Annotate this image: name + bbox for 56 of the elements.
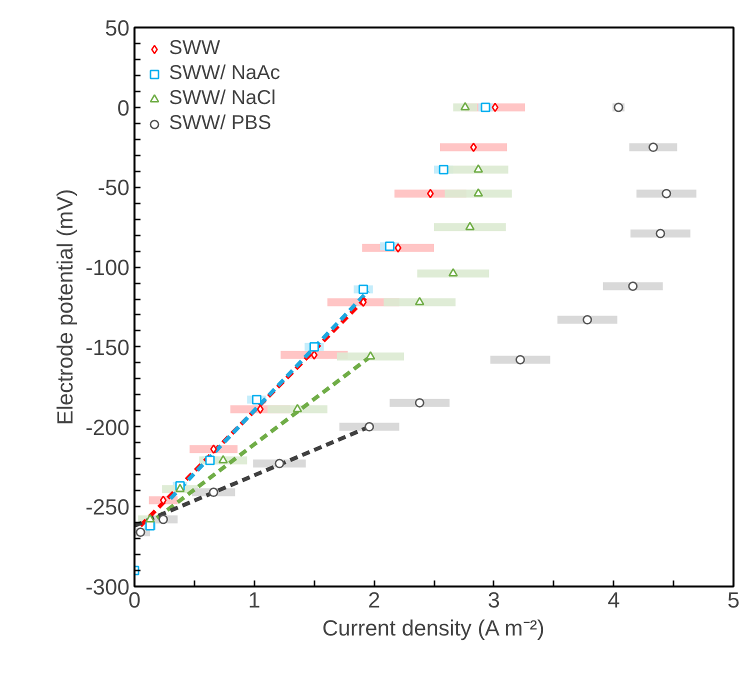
point (582, 315, 592, 325)
point (465, 222, 475, 230)
point (492, 102, 499, 112)
legend-label: SWW (169, 37, 220, 60)
point (218, 454, 228, 464)
y-tick-label: -50 (98, 175, 130, 200)
point (366, 351, 376, 360)
point (648, 142, 658, 152)
point (274, 458, 284, 468)
point (309, 342, 319, 352)
point (175, 484, 185, 492)
y-tick-label: -100 (85, 255, 130, 280)
x-axis-title: Current density (A m⁻²) (322, 616, 544, 640)
point (208, 488, 218, 498)
x-tick-label: 3 (488, 588, 500, 612)
point (628, 281, 638, 291)
point (360, 297, 367, 307)
y-tick-label: 50 (105, 16, 130, 40)
x-tick-label: 4 (608, 588, 620, 612)
point (136, 527, 146, 537)
point (414, 296, 424, 306)
y-axis-title: Electrode potential (mV) (52, 189, 78, 425)
legend-label: SWW/ NaAc (169, 62, 280, 85)
point (358, 284, 368, 294)
y-tick-label: -250 (85, 494, 130, 520)
point (252, 394, 262, 404)
x-tick-label: 1 (248, 588, 260, 612)
point (662, 188, 672, 198)
point (205, 456, 215, 466)
y-tick-label: -300 (85, 574, 130, 600)
y-tick-label: 0 (117, 95, 130, 120)
point (145, 514, 155, 522)
point (426, 188, 434, 198)
legend-label: SWW/ PBS (169, 112, 272, 135)
point (310, 350, 318, 360)
point (158, 514, 168, 524)
x-tick-label: 2 (368, 588, 380, 612)
point (448, 268, 458, 277)
point (256, 404, 264, 414)
y-tick-label: -150 (85, 334, 130, 360)
point (470, 142, 477, 152)
point (210, 444, 217, 454)
point (394, 243, 402, 253)
point (474, 164, 484, 173)
y-tick-label: -200 (85, 414, 130, 440)
point (438, 164, 448, 174)
point (364, 422, 374, 432)
point (516, 354, 526, 364)
point (384, 242, 394, 252)
x-tick-label: 5 (727, 588, 740, 612)
point (656, 228, 666, 238)
point (292, 404, 302, 412)
point (474, 188, 484, 197)
point (414, 398, 424, 408)
legend-label: SWW/ NaCl (169, 87, 276, 110)
point (460, 102, 470, 110)
